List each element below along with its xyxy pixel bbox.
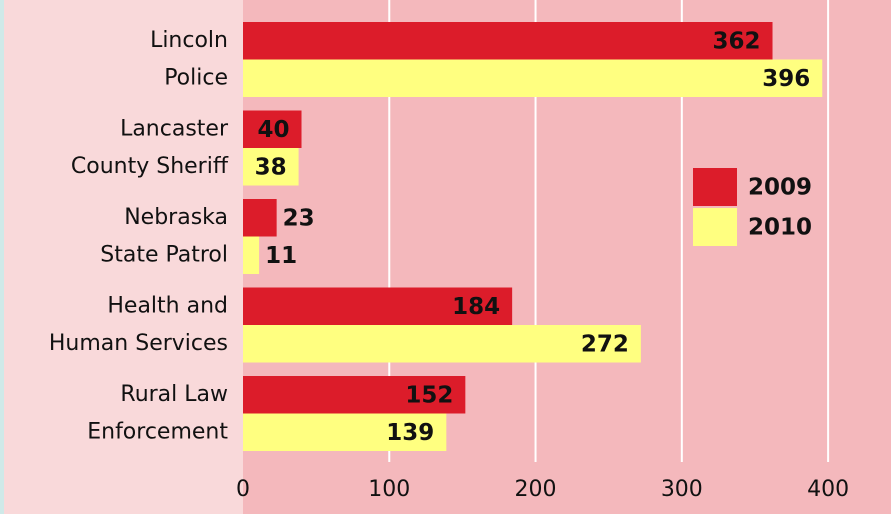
- value-label: 139: [386, 420, 434, 446]
- value-label: 362: [713, 28, 761, 54]
- bar: [243, 59, 823, 97]
- x-tick-label: 0: [236, 477, 250, 502]
- bar: [243, 22, 773, 60]
- legend-swatch: [693, 168, 737, 206]
- legend-label: 2009: [748, 175, 812, 201]
- value-label: 23: [283, 205, 315, 231]
- bar: [243, 376, 466, 414]
- bar: [243, 148, 299, 186]
- value-label: 11: [265, 243, 297, 269]
- category-label: Police: [164, 65, 228, 90]
- category-label: State Patrol: [100, 242, 228, 267]
- bar: [243, 287, 513, 325]
- bar: [243, 413, 447, 451]
- category-label: Health and: [107, 293, 228, 318]
- category-label: Enforcement: [87, 419, 228, 444]
- category-label: Human Services: [49, 331, 228, 356]
- legend-swatch: [693, 208, 737, 246]
- value-label: 396: [762, 66, 810, 92]
- value-label: 184: [452, 294, 500, 320]
- x-tick-label: 400: [807, 477, 849, 502]
- bar: [243, 236, 260, 274]
- category-label: Nebraska: [124, 205, 228, 230]
- value-label: 38: [255, 154, 287, 180]
- value-label: 152: [405, 382, 453, 408]
- category-label: Lancaster: [120, 116, 229, 141]
- bar: [243, 325, 641, 363]
- x-tick-label: 100: [368, 477, 410, 502]
- category-label: Rural Law: [120, 382, 228, 407]
- value-label: 272: [581, 331, 629, 357]
- bar: [243, 110, 302, 148]
- value-label: 40: [257, 117, 289, 143]
- x-tick-label: 200: [515, 477, 557, 502]
- legend-label: 2010: [748, 215, 812, 241]
- category-label: Lincoln: [150, 28, 228, 53]
- x-tick-label: 300: [661, 477, 703, 502]
- bar: [243, 199, 277, 237]
- category-label: County Sheriff: [71, 154, 229, 179]
